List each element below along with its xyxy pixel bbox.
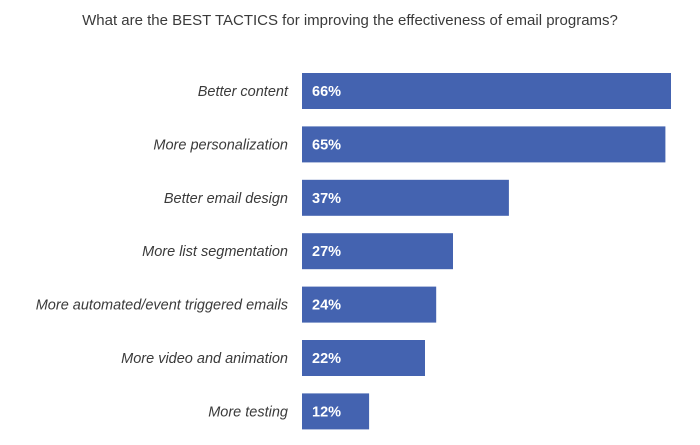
category-label-6: More testing xyxy=(208,404,288,420)
value-label-5: 22% xyxy=(312,351,341,367)
value-label-1: 65% xyxy=(312,137,341,153)
category-label-0: Better content xyxy=(198,84,289,100)
category-label-1: More personalization xyxy=(153,137,288,153)
value-label-6: 12% xyxy=(312,404,341,420)
bar-4 xyxy=(302,286,437,323)
bar-0 xyxy=(302,73,671,109)
bar-1 xyxy=(302,126,666,163)
value-label-3: 27% xyxy=(312,244,341,260)
category-label-4: More automated/event triggered emails xyxy=(36,298,288,314)
value-label-2: 37% xyxy=(312,191,341,207)
bar-3 xyxy=(302,233,453,270)
value-label-4: 24% xyxy=(312,298,341,314)
category-label-2: Better email design xyxy=(164,191,288,207)
bar-2 xyxy=(302,179,509,216)
bar-5 xyxy=(302,340,425,376)
bar-6 xyxy=(302,393,370,430)
value-label-0: 66% xyxy=(312,84,341,100)
category-label-3: More list segmentation xyxy=(142,244,288,260)
chart-title: What are the BEST TACTICS for improving … xyxy=(82,12,618,29)
category-label-5: More video and animation xyxy=(121,351,288,367)
